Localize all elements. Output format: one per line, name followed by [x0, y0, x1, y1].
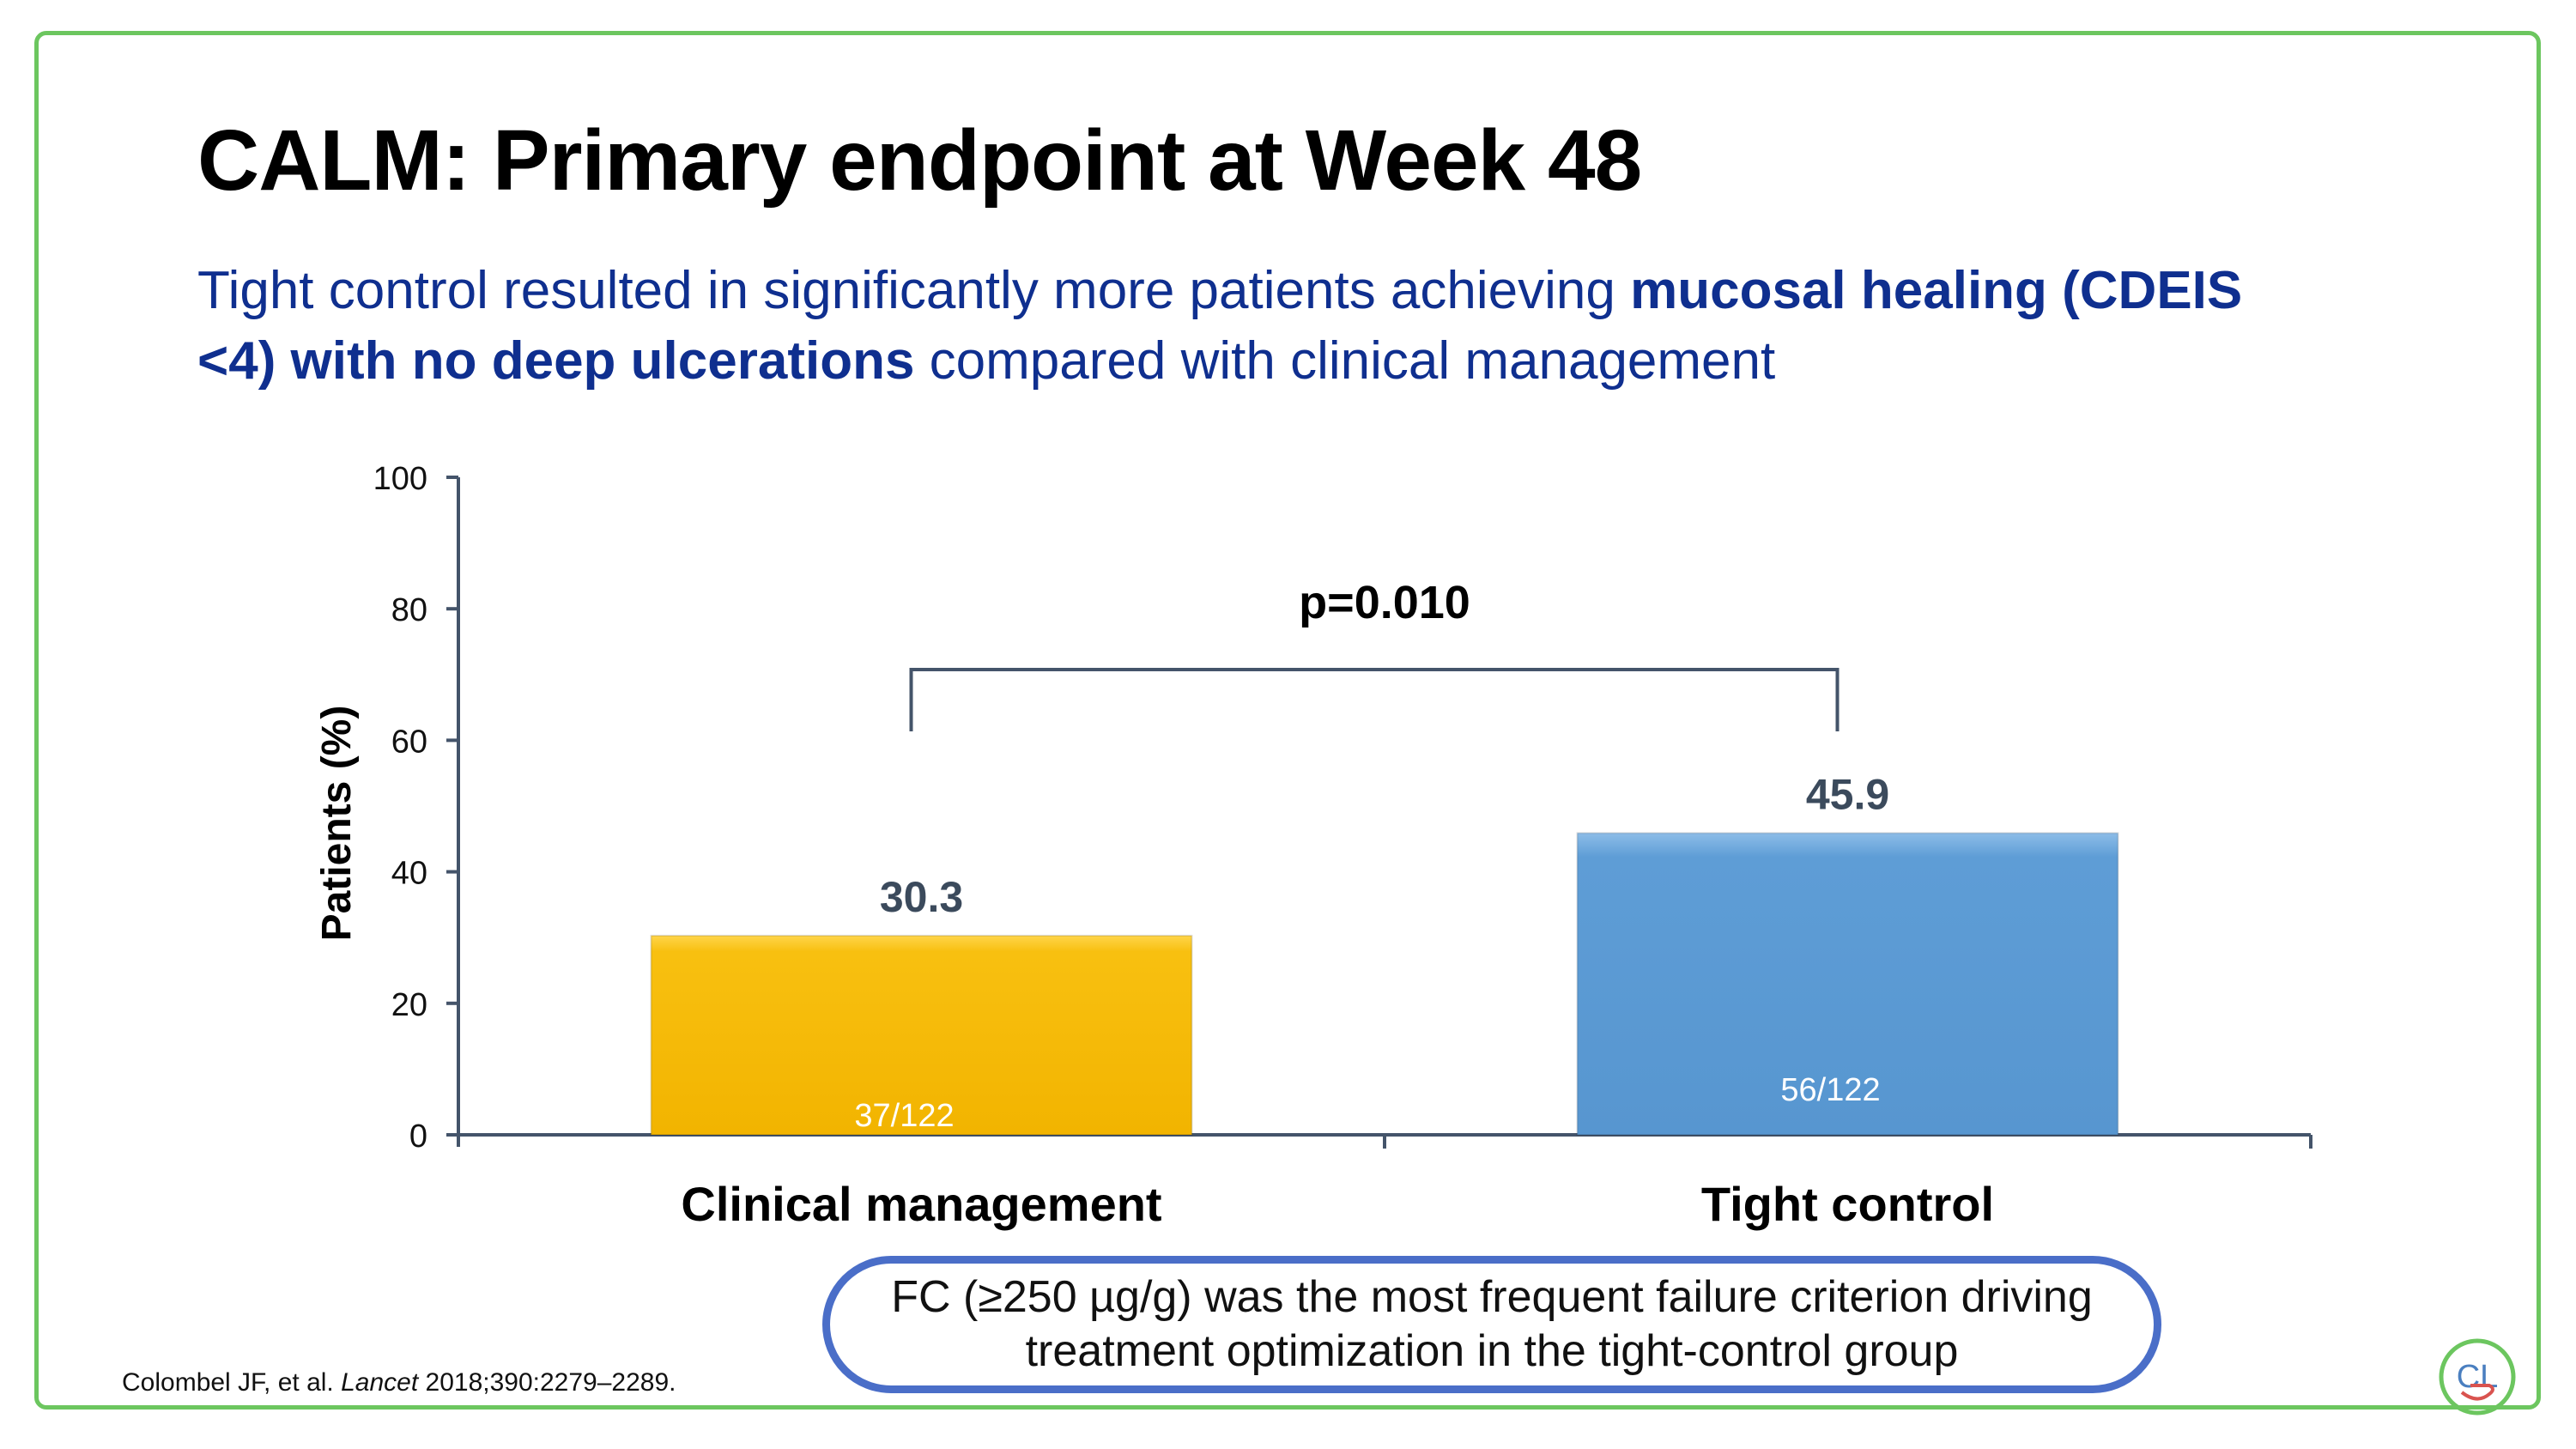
subtitle-part-3: compared with clinical management — [914, 331, 1776, 391]
citation-journal: Lancet — [341, 1368, 419, 1397]
y-tick-label: 80 — [391, 592, 427, 628]
cl-logo: CL — [2439, 1338, 2516, 1416]
x-category-label: Clinical management — [681, 1177, 1161, 1231]
subtitle-part-1: Tight control resulted in significantly … — [197, 261, 1631, 320]
citation-details: 2018;390:2279–2289. — [418, 1368, 676, 1397]
citation: Colombel JF, et al. Lancet 2018;390:2279… — [122, 1368, 676, 1397]
slide-title: CALM: Primary endpoint at Week 48 — [197, 112, 1642, 209]
subtitle-part-emphasis: mucosal healing (CDEIS <4) with no deep … — [197, 261, 2243, 391]
bar-2 — [1576, 832, 2119, 1136]
bar-value-label: 30.3 — [880, 873, 963, 921]
slide-subtitle: Tight control resulted in significantly … — [197, 256, 2300, 397]
significance-label: p=0.010 — [1299, 577, 1470, 628]
y-axis-title: Patients (%) — [314, 706, 360, 942]
y-tick-label: 0 — [409, 1119, 427, 1155]
citation-authors: Colombel JF, et al. — [122, 1368, 342, 1397]
y-tick-label: 40 — [391, 856, 427, 892]
callout-box: FC (≥250 µg/g) was the most frequent fai… — [822, 1256, 2161, 1393]
y-tick-label: 100 — [373, 461, 427, 497]
significance-bracket — [909, 668, 1840, 731]
y-tick-label: 60 — [391, 724, 427, 760]
bar-1 — [650, 934, 1193, 1136]
bar-value-label: 45.9 — [1806, 770, 1889, 818]
slide-frame — [34, 31, 2541, 1410]
y-tick-label: 20 — [391, 987, 427, 1023]
x-category-label: Tight control — [1701, 1177, 1994, 1231]
bar-count-label: 37/122 — [854, 1098, 954, 1134]
bar-count-label: 56/122 — [1780, 1072, 1880, 1108]
